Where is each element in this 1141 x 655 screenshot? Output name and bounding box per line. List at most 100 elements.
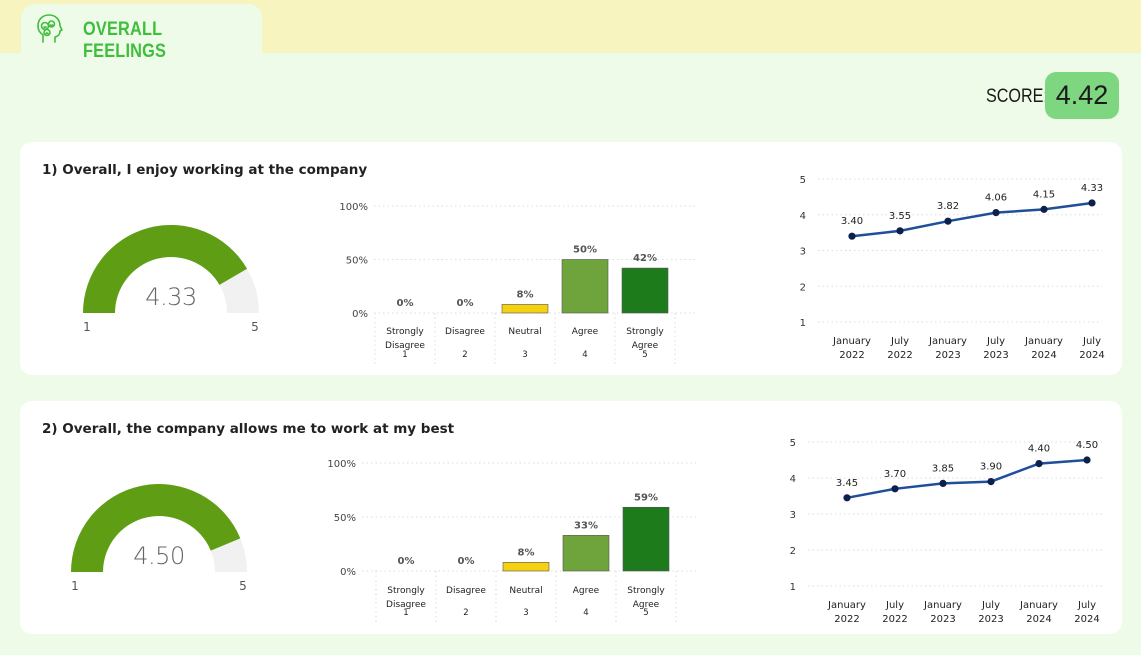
trend-data-label: 4.06 <box>985 193 1007 204</box>
gauge-value: 4.33 <box>145 283 196 311</box>
bar-category-number: 3 <box>523 608 528 618</box>
bar-category-number: 2 <box>462 350 467 360</box>
question-title: 2) Overall, the company allows me to wor… <box>42 421 455 437</box>
trend-xtick-label: 2023 <box>935 350 960 361</box>
trend-data-label: 3.45 <box>836 478 858 489</box>
trend-xtick-label: 2023 <box>978 614 1003 625</box>
bar-category-number: 1 <box>403 608 408 618</box>
trend-xtick-label: 2022 <box>887 350 912 361</box>
question-title: 1) Overall, I enjoy working at the compa… <box>42 162 368 178</box>
trend-xtick-label: January <box>827 600 866 611</box>
bar-ytick-label: 50% <box>346 256 368 267</box>
line-ytick-label: 3 <box>800 247 806 258</box>
trend-xtick-label: 2023 <box>930 614 955 625</box>
trend-xtick-label: July <box>981 600 1000 611</box>
trend-xtick-label: January <box>1019 600 1058 611</box>
trend-xtick-label: 2022 <box>882 614 907 625</box>
head-smiley-icon <box>37 14 63 43</box>
bar-category-label: Agree <box>633 600 660 610</box>
trend-point <box>843 494 851 502</box>
trend-xtick-label: 2024 <box>1026 614 1051 625</box>
page-title-tab: OVERALL FEELINGS <box>21 4 262 62</box>
line-ytick-label: 2 <box>790 546 796 557</box>
trend-data-label: 3.85 <box>932 463 954 474</box>
trend-xtick-label: January <box>928 336 967 347</box>
trend-point <box>992 209 1000 217</box>
page-title: OVERALL FEELINGS <box>83 19 167 62</box>
bar-data-label: 8% <box>518 547 535 558</box>
bar-category-number: 5 <box>643 608 648 618</box>
score-badge: 4.42 <box>1045 72 1119 119</box>
question-card-1: 1) Overall, I enjoy working at the compa… <box>20 142 1122 375</box>
bar-category-label: Disagree <box>445 327 485 337</box>
trend-point <box>1083 456 1091 464</box>
bar-ytick-label: 100% <box>339 202 368 213</box>
bar-category-number: 2 <box>463 608 468 618</box>
trend-point <box>896 227 904 235</box>
bar-category-label: Strongly <box>626 327 664 337</box>
bar-category-label: Disagree <box>385 341 425 351</box>
trend-point <box>1040 205 1048 213</box>
bar-ytick-label: 0% <box>352 309 368 320</box>
bar-category-label: Neutral <box>508 327 541 337</box>
line-ytick-label: 4 <box>790 474 796 485</box>
bar-category-number: 3 <box>522 350 527 360</box>
trend-data-label: 4.33 <box>1081 183 1103 194</box>
line-ytick-label: 1 <box>790 582 796 593</box>
trend-point <box>891 485 899 493</box>
bar-category-label: Disagree <box>386 600 426 610</box>
question-1-charts: 4.331 50%50%100%0%StronglyDisagree10%Disa… <box>83 175 1105 365</box>
trend-xtick-label: 2024 <box>1079 350 1104 361</box>
bar <box>562 535 610 572</box>
bar-category-label: Agree <box>572 327 599 337</box>
line-ytick-label: 3 <box>790 510 796 521</box>
bar <box>501 304 549 314</box>
gauge-fill <box>83 224 248 313</box>
trend-xtick-label: January <box>923 600 962 611</box>
trend-point <box>944 217 952 225</box>
bar-ytick-label: 50% <box>334 513 356 524</box>
bar <box>621 267 669 314</box>
gauge-max-label: 5 <box>251 320 259 334</box>
question-2-charts: 4.501 50%50%100%0%StronglyDisagree10%Disa… <box>71 438 1102 625</box>
bar-data-label: 8% <box>517 289 534 300</box>
trend-data-label: 3.70 <box>884 469 906 480</box>
gauge-min-label: 1 <box>71 579 79 593</box>
bar-category-label: Strongly <box>627 586 665 596</box>
trend-data-label: 4.15 <box>1033 189 1055 200</box>
line-ytick-label: 4 <box>800 211 806 222</box>
bar <box>622 506 670 572</box>
bar-ytick-label: 100% <box>327 459 356 470</box>
line-ytick-label: 5 <box>790 438 796 449</box>
line-ytick-label: 5 <box>800 175 806 186</box>
bar-data-label: 42% <box>633 253 657 264</box>
trend-xtick-label: July <box>1077 600 1096 611</box>
bar <box>502 562 550 572</box>
trend-xtick-label: 2024 <box>1074 614 1099 625</box>
trend-xtick-label: January <box>832 336 871 347</box>
bar-data-label: 0% <box>397 298 414 309</box>
bar-category-number: 4 <box>582 350 587 360</box>
score-value: 4.42 <box>1055 80 1109 110</box>
trend-line <box>846 458 1088 500</box>
bar-category-label: Strongly <box>387 586 425 596</box>
line-ytick-label: 2 <box>800 282 806 293</box>
trend-xtick-label: 2022 <box>839 350 864 361</box>
bar-category-number: 5 <box>642 350 647 360</box>
trend-xtick-label: January <box>1024 336 1063 347</box>
trend-xtick-label: 2022 <box>834 614 859 625</box>
trend-data-label: 3.90 <box>980 462 1002 473</box>
trend-xtick-label: July <box>890 336 909 347</box>
trend-point <box>1035 460 1043 468</box>
bar-category-label: Agree <box>632 341 659 351</box>
bar-data-label: 59% <box>634 492 658 503</box>
trend-xtick-label: July <box>885 600 904 611</box>
bar-category-label: Neutral <box>509 586 542 596</box>
trend-line <box>851 201 1093 238</box>
bar-data-label: 33% <box>574 520 598 531</box>
trend-data-label: 3.55 <box>889 211 911 222</box>
score-label: SCORE: <box>986 86 1048 107</box>
bar-category-label: Strongly <box>386 327 424 337</box>
trend-data-label: 3.82 <box>937 201 959 212</box>
bar-data-label: 0% <box>458 556 475 567</box>
